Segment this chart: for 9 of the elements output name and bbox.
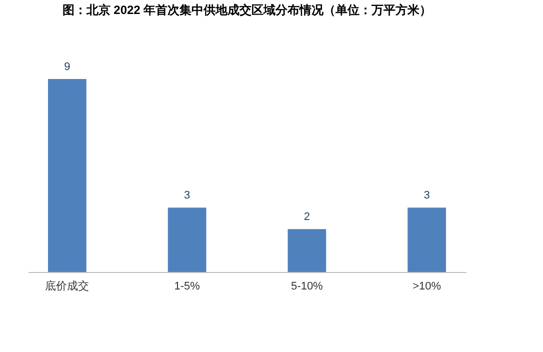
x-tick-label: 5-10% [291, 280, 324, 292]
x-tick-label: 底价成交 [45, 280, 90, 292]
x-tick-label: 1-5% [174, 280, 200, 292]
data-label: 3 [424, 190, 430, 202]
x-tick-label: >10% [412, 280, 442, 292]
data-label: 2 [304, 211, 310, 224]
data-label: 3 [184, 190, 190, 202]
data-label: 9 [64, 61, 70, 73]
chart-title: 图：北京 2022 年首次集中供地成交区域分布情况（单位：万平方米） [62, 3, 432, 17]
